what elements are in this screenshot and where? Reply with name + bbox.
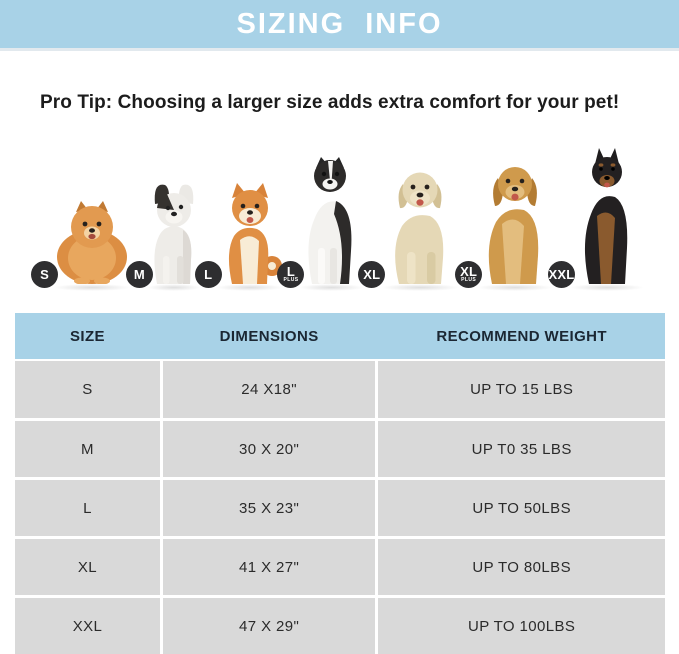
size-badge-m: M — [125, 261, 153, 288]
golden-retriever-illustration — [488, 167, 539, 284]
cell-size: S — [82, 381, 93, 398]
cell-weight: UP TO 15 LBS — [470, 381, 574, 398]
size-badge-l: L — [194, 261, 222, 288]
badge-label: S — [40, 266, 49, 282]
cell-dimensions: 24 X18" — [159, 361, 379, 418]
dogs-row: S M — [0, 137, 679, 291]
cell-size: XL — [77, 558, 98, 576]
cell-size: M — [81, 440, 94, 458]
dog-shadow — [216, 284, 284, 291]
cell-weight: UP TO 100LBS — [467, 617, 576, 635]
cell-dimensions: 41 X 27" — [159, 539, 379, 595]
badge-sub-label: PLUS — [461, 277, 477, 283]
table-row-s: S 24 X18" UP TO 15 LBS — [15, 359, 665, 418]
badge-label: XXL — [548, 266, 575, 282]
table-row-l: L 35 X 23" UP TO 50LBS — [15, 477, 665, 536]
badge-label: XL — [363, 266, 381, 282]
table-row-m: M 30 X 20" UP T0 35 LBS — [15, 418, 665, 477]
dog-figure-french-bulldog: M — [125, 180, 205, 291]
dog-figure-border-collie: L PLUS — [277, 156, 368, 291]
border-collie-illustration — [308, 157, 352, 284]
dog-figure-labrador: XL — [358, 168, 465, 291]
column-header-recommend-weight: RECOMMEND WEIGHT — [436, 327, 607, 345]
dog-shadow — [298, 284, 365, 291]
cell-weight: UP TO 50LBS — [472, 499, 571, 517]
cell-weight: UP T0 35 LBS — [471, 440, 572, 458]
dog-shadow — [146, 284, 202, 291]
badge-label: M — [133, 266, 145, 282]
dog-figure-doberman: XXL — [547, 148, 649, 291]
french-bulldog-illustration — [154, 184, 194, 284]
pro-tip-text: Pro Tip: Choosing a larger size adds ext… — [40, 92, 620, 113]
cell-dimensions: 35 X 23" — [159, 480, 379, 536]
header-bar: SIZING INFO — [0, 0, 679, 51]
dog-shadow — [380, 284, 460, 291]
size-badge-xxl: XXL — [547, 261, 575, 288]
cell-dimensions: 47 X 29" — [159, 598, 379, 654]
dog-figure-pomeranian: S — [31, 200, 136, 291]
page-title: SIZING INFO — [236, 7, 443, 40]
size-badge-xl-plus: XL PLUS — [455, 261, 483, 288]
table-row-xxl: XXL 47 X 29" UP TO 100LBS — [15, 595, 665, 654]
cell-size: L — [83, 499, 92, 517]
shiba-inu-illustration — [228, 183, 282, 284]
size-badge-xl: XL — [358, 261, 386, 288]
size-table: SIZE DIMENSIONS RECOMMEND WEIGHT S 24 X1… — [15, 313, 665, 654]
badge-label: XL — [460, 264, 478, 279]
table-row-xl: XL 41 X 27" UP TO 80LBS — [15, 536, 665, 595]
cell-size: XXL — [72, 617, 103, 635]
dog-shadow — [53, 284, 131, 291]
badge-label: L — [204, 266, 213, 282]
doberman-illustration — [584, 148, 628, 284]
cell-weight: UP TO 80LBS — [472, 558, 571, 576]
dog-shadow — [570, 284, 644, 291]
badge-sub-label: PLUS — [283, 277, 299, 283]
cell-dimensions: 30 X 20" — [159, 421, 379, 477]
size-badge-l-plus: L PLUS — [277, 261, 305, 288]
column-header-dimensions: DIMENSIONS — [219, 327, 319, 345]
dog-shadow — [477, 284, 553, 291]
dog-figure-shiba-inu: L — [194, 180, 288, 291]
size-badge-s: S — [31, 261, 58, 288]
dog-figure-golden-retriever: XL PLUS — [455, 162, 558, 291]
pomeranian-illustration — [57, 201, 127, 285]
column-header-size: SIZE — [69, 327, 105, 345]
labrador-illustration — [395, 172, 444, 284]
badge-label: L — [286, 264, 296, 279]
table-header-row: SIZE DIMENSIONS RECOMMEND WEIGHT — [15, 313, 665, 359]
